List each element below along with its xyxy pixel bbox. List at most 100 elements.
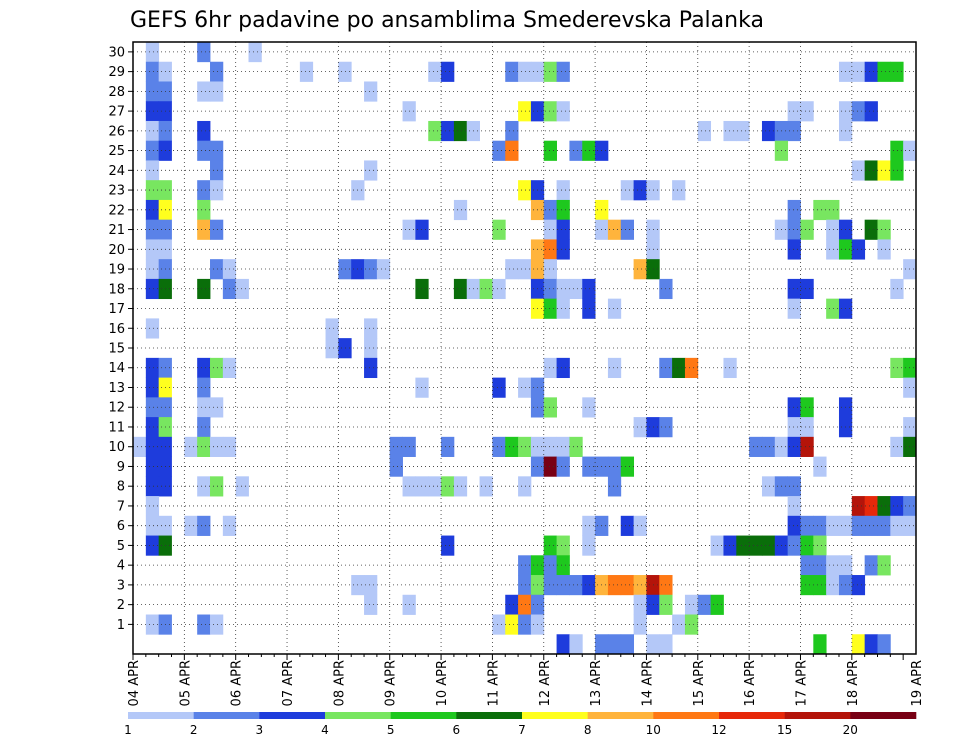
precip-cell: [800, 555, 814, 576]
precip-cell: [543, 61, 557, 82]
precip-cell: [864, 555, 878, 576]
precip-cell: [389, 456, 403, 477]
precip-cell: [761, 120, 776, 142]
precip-cell: [492, 278, 506, 300]
precip-cell: [145, 61, 160, 82]
y-tick-label: 2: [117, 598, 125, 613]
precip-cell: [864, 634, 878, 655]
precip-cell: [877, 634, 891, 655]
x-tick-label: 17 APR: [795, 660, 810, 706]
precip-cell: [890, 278, 904, 300]
precip-cell: [556, 298, 570, 319]
y-tick-label: 19: [108, 263, 125, 278]
precip-cell: [556, 199, 570, 221]
y-axis: 1234567891011121314151617181920212223242…: [108, 45, 133, 633]
legend-label: 3: [255, 723, 263, 737]
precip-cell: [620, 575, 635, 596]
precip-cell: [145, 496, 160, 517]
precip-cell: [543, 101, 557, 122]
precip-cell: [556, 180, 570, 201]
y-tick-label: 15: [108, 342, 125, 357]
precip-cell: [620, 634, 635, 655]
precip-cell: [556, 555, 570, 576]
precip-cell: [492, 614, 506, 635]
precip-cell: [787, 120, 801, 142]
y-tick-label: 22: [108, 203, 125, 218]
legend-swatch: [259, 712, 326, 719]
precip-cell: [453, 476, 468, 497]
precip-cell: [210, 180, 224, 201]
y-tick-label: 29: [108, 65, 125, 80]
x-tick-label: 06 APR: [230, 660, 245, 706]
precip-cell: [877, 496, 891, 517]
precip-cell: [697, 120, 712, 142]
precip-cell: [684, 594, 699, 615]
precip-cell: [505, 61, 519, 82]
precip-cell: [864, 101, 878, 122]
precip-cell: [518, 614, 532, 635]
precip-cell: [723, 120, 737, 142]
y-tick-label: 20: [108, 243, 125, 258]
y-tick-label: 3: [117, 578, 125, 593]
precip-cell: [543, 535, 557, 556]
precip-cell: [569, 140, 583, 161]
precip-cell: [800, 101, 814, 122]
precip-cell: [633, 180, 647, 201]
precip-cell: [851, 239, 866, 260]
precip-cell: [569, 575, 583, 596]
precip-cell: [659, 634, 673, 655]
precip-cell: [197, 377, 211, 398]
precip-cell: [197, 436, 211, 457]
precip-cell: [492, 436, 506, 457]
precip-cell: [826, 199, 840, 221]
legend-label: 2: [190, 723, 198, 737]
x-tick-label: 04 APR: [127, 660, 142, 706]
precip-cell: [684, 614, 699, 635]
x-tick-label: 11 APR: [486, 660, 501, 706]
precip-cell: [441, 436, 455, 457]
precip-cell: [851, 61, 866, 82]
precip-cell: [556, 436, 570, 457]
precip-cell: [492, 140, 506, 161]
precip-cell: [145, 199, 160, 221]
precip-cell: [787, 239, 801, 260]
precip-cell: [197, 515, 211, 536]
precip-cell: [607, 476, 622, 497]
precip-cell: [890, 357, 904, 379]
legend-label: 10: [646, 723, 661, 737]
precip-cell: [145, 160, 160, 181]
precip-cell: [787, 535, 801, 556]
x-tick-label: 10 APR: [435, 660, 450, 706]
precip-cell: [441, 535, 455, 556]
precip-cell: [197, 278, 211, 300]
precip-cell: [210, 357, 224, 379]
precip-cell: [864, 61, 878, 82]
precip-cell: [518, 259, 532, 280]
precip-cell: [518, 377, 532, 398]
precip-cell: [864, 515, 878, 536]
precip-cell: [543, 357, 557, 379]
y-tick-label: 7: [117, 499, 125, 514]
precip-cell: [877, 555, 891, 576]
precip-cell: [197, 476, 211, 497]
precip-cell: [787, 496, 801, 517]
legend-swatch: [784, 712, 851, 719]
precip-cell: [364, 594, 378, 615]
precip-cell: [672, 614, 686, 635]
precip-cell: [145, 140, 160, 161]
precip-cell: [235, 278, 249, 300]
precip-cell: [556, 456, 570, 477]
precip-cell: [787, 515, 801, 536]
y-tick-label: 13: [108, 381, 125, 396]
x-tick-label: 05 APR: [178, 660, 193, 706]
precip-cell: [325, 338, 339, 359]
precip-cell: [543, 259, 557, 280]
precip-cell: [145, 397, 160, 418]
precip-cell: [518, 101, 532, 122]
precip-cell: [595, 634, 609, 655]
precip-cell: [761, 476, 776, 497]
precip-cell: [364, 338, 378, 359]
precip-cell: [505, 594, 519, 615]
precip-cell: [826, 219, 840, 240]
precip-cell: [826, 515, 840, 536]
